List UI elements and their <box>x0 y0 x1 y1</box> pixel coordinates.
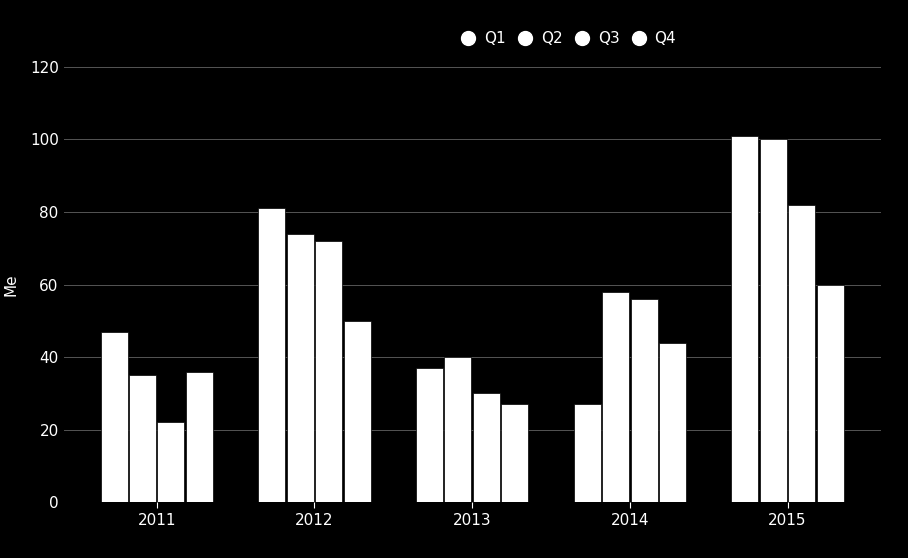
Bar <box>732 136 758 502</box>
Bar <box>315 241 342 502</box>
Bar <box>186 372 212 502</box>
Bar <box>259 208 285 502</box>
Bar <box>602 292 629 502</box>
Bar <box>129 375 156 502</box>
Bar <box>816 285 844 502</box>
Bar <box>343 321 370 502</box>
Y-axis label: Me: Me <box>4 273 19 296</box>
Bar <box>157 422 184 502</box>
Bar <box>659 343 686 502</box>
Bar <box>501 404 528 502</box>
Bar <box>445 357 471 502</box>
Bar <box>287 234 314 502</box>
Bar <box>473 393 499 502</box>
Bar <box>630 299 657 502</box>
Legend: Q1, Q2, Q3, Q4: Q1, Q2, Q3, Q4 <box>459 27 681 51</box>
Bar <box>760 140 787 502</box>
Bar <box>416 368 443 502</box>
Bar <box>574 404 601 502</box>
Bar <box>101 331 128 502</box>
Bar <box>788 205 815 502</box>
